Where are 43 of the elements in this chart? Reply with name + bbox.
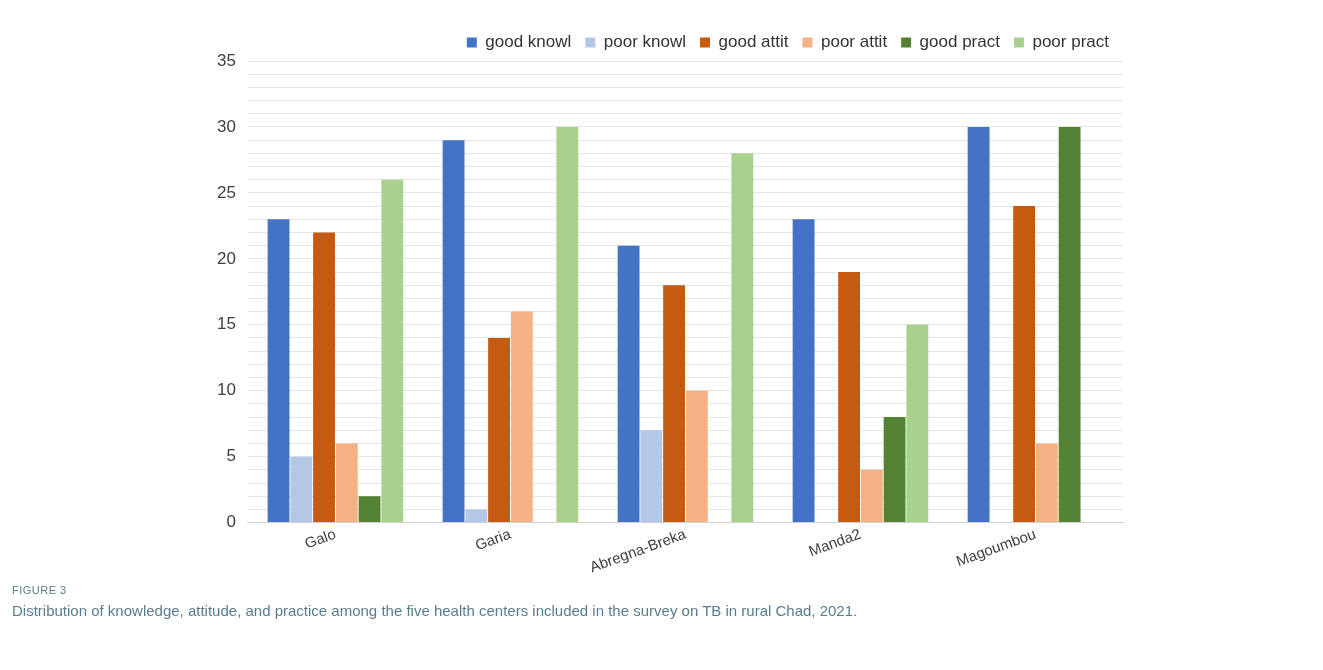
- bar: [510, 311, 533, 523]
- bar: [358, 496, 381, 523]
- bar: [1013, 206, 1036, 523]
- y-tick-label: 25: [216, 182, 236, 202]
- bar: [290, 456, 313, 523]
- bar: [906, 324, 929, 523]
- legend-label: good pract: [919, 32, 1001, 52]
- bar: [267, 219, 290, 523]
- bar: [1058, 126, 1081, 523]
- bar: [442, 140, 465, 523]
- y-tick-label: 20: [216, 248, 236, 268]
- y-tick-label: 5: [226, 446, 236, 466]
- bar: [685, 390, 708, 523]
- y-tick-label: 35: [216, 50, 236, 70]
- y-tick-label: 15: [216, 314, 236, 334]
- bar: [465, 509, 488, 523]
- bar: [731, 153, 754, 523]
- x-tick-label: Galo: [302, 524, 338, 552]
- bar: [488, 337, 510, 523]
- y-tick-label: 0: [226, 512, 236, 532]
- text: Distribution of knowledge, attitude, and practice among the five health centers included in the survey on TB in rural Chad, 2021.: [12, 602, 859, 619]
- legend-label: good knowl: [485, 32, 572, 52]
- bar: [792, 219, 815, 523]
- bar: [617, 245, 640, 523]
- bar: [663, 285, 685, 523]
- bar: [838, 272, 861, 523]
- y-tick-label: 10: [216, 380, 236, 400]
- y-tick-label: 30: [216, 116, 236, 136]
- legend-label: good attit: [718, 32, 789, 52]
- bar: [335, 443, 358, 523]
- x-tick-label: Garia: [472, 524, 514, 554]
- bar: [381, 179, 404, 523]
- bar: [883, 417, 906, 523]
- bar: [313, 232, 335, 523]
- caption: FIGURE 3: [12, 584, 68, 596]
- bar: [967, 126, 990, 523]
- bar: [860, 469, 883, 523]
- legend-label: poor pract: [1032, 32, 1110, 52]
- legend-label: poor knowl: [603, 32, 687, 52]
- bar: [556, 126, 579, 523]
- bar: [1035, 443, 1058, 523]
- bar: [640, 430, 663, 523]
- legend-label: poor attit: [820, 32, 888, 52]
